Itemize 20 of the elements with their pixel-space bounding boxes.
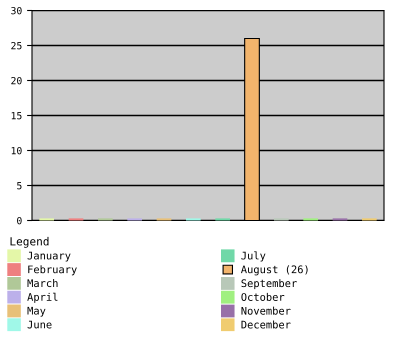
- y-tick-label: 0: [17, 217, 22, 224]
- legend-label: October: [241, 292, 284, 301]
- legend-label: December: [241, 320, 291, 329]
- y-tick-label: 20: [11, 77, 22, 84]
- y-tick-label: 10: [12, 147, 22, 154]
- legend-label: January: [28, 252, 71, 262]
- legend-label: May: [28, 306, 46, 317]
- legend-label: April: [27, 292, 58, 303]
- y-tick-label: 30: [11, 7, 22, 14]
- legend-label: June: [28, 320, 52, 328]
- y-tick-label: 5: [17, 182, 22, 190]
- legend-label: September: [242, 279, 297, 290]
- y-tick-label: 25: [11, 42, 22, 50]
- legend-label: November: [242, 306, 291, 315]
- legend-label: July: [241, 251, 266, 262]
- legend-title: Legend: [10, 236, 48, 248]
- y-tick-label: 15: [12, 112, 22, 120]
- legend-label: March: [28, 279, 58, 288]
- legend-label: February: [28, 265, 77, 276]
- legend-label: August (26): [240, 265, 308, 276]
